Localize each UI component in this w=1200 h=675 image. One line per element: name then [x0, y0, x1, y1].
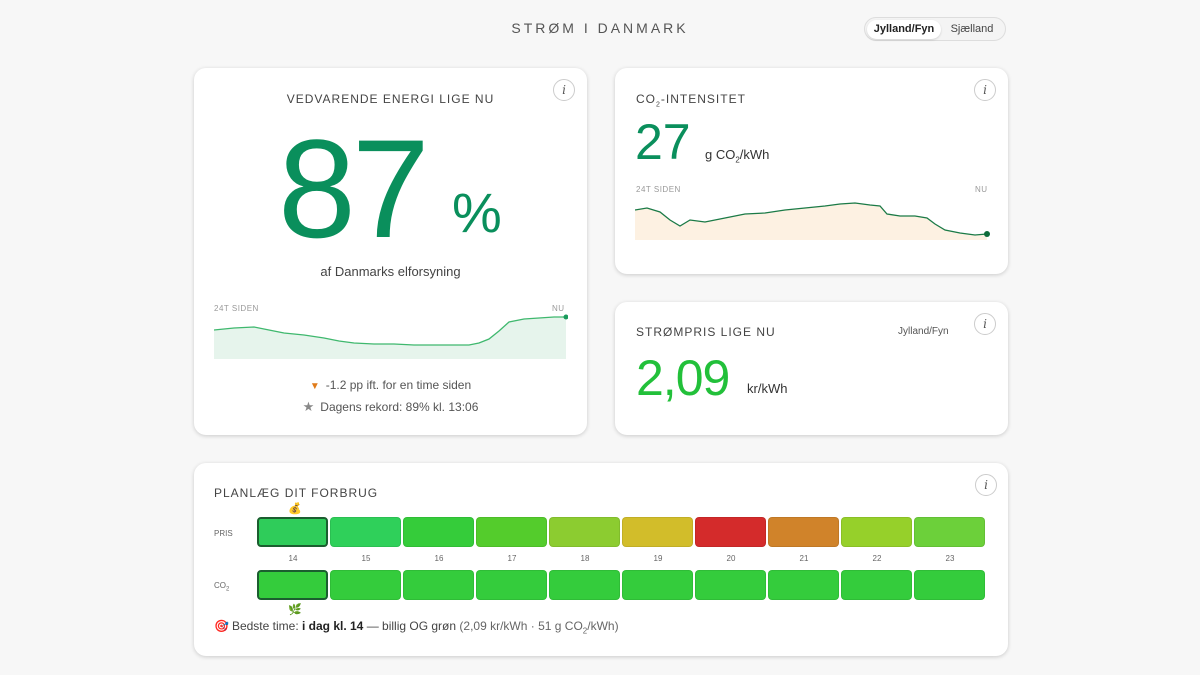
info-icon[interactable]: i — [553, 79, 575, 101]
co2-cell-14[interactable] — [257, 570, 328, 600]
chart-axis-start: 24T SIDEN — [214, 304, 259, 313]
co2-cell-17[interactable] — [476, 570, 547, 600]
price-cell-15[interactable] — [330, 517, 401, 547]
best-detail: (2,09 kr/kWh · 51 g CO2/kWh) — [459, 619, 619, 636]
electricity-price-card: i STRØMPRIS LIGE NU Jylland/Fyn 2,09 kr/… — [615, 302, 1008, 435]
region-option-jylland-fyn[interactable]: Jylland/Fyn — [867, 19, 941, 39]
hour-label-19: 19 — [653, 554, 663, 563]
renewable-sparkline — [214, 314, 568, 359]
best-desc: — billig OG grøn — [366, 619, 457, 633]
chart-axis-end: NU — [975, 185, 988, 194]
price-value: 2,09 — [636, 350, 730, 406]
change-text: -1.2 pp ift. for en time siden — [325, 378, 472, 392]
co2-cell-16[interactable] — [403, 570, 474, 600]
star-icon: ★ — [302, 399, 315, 414]
region-option-sjaelland[interactable]: Sjælland — [950, 22, 994, 35]
price-cell-14[interactable] — [257, 517, 328, 547]
best-hour-line: 🎯 Bedste time: i dag kl. 14 — billig OG g… — [214, 619, 619, 635]
best-when: i dag kl. 14 — [302, 619, 364, 633]
co2-cell-18[interactable] — [549, 570, 620, 600]
co2-sparkline-line — [635, 202, 988, 236]
price-cell-16[interactable] — [403, 517, 474, 547]
money-bag-icon: 💰 — [288, 503, 302, 515]
change-line: ▼ -1.2 pp ift. for en time siden — [194, 378, 587, 392]
hour-label-23: 23 — [945, 554, 955, 563]
hour-label-14: 14 — [288, 554, 298, 563]
co2-cell-20[interactable] — [695, 570, 766, 600]
hour-label-21: 21 — [799, 554, 809, 563]
info-icon[interactable]: i — [975, 474, 997, 496]
down-triangle-icon: ▼ — [309, 381, 320, 392]
renewable-unit: % — [452, 181, 502, 244]
record-line: ★ Dagens rekord: 89% kl. 13:06 — [194, 399, 587, 415]
hour-label-15: 15 — [361, 554, 371, 563]
record-text: Dagens rekord: 89% kl. 13:06 — [320, 400, 479, 414]
row-label-price: PRIS — [214, 529, 233, 538]
price-cell-19[interactable] — [622, 517, 693, 547]
hour-label-20: 20 — [726, 554, 736, 563]
renewable-value: 87 — [278, 110, 430, 267]
co2-value: 27 — [635, 114, 691, 170]
renewable-sparkline-area — [214, 317, 566, 359]
herb-icon: 🌿 — [288, 604, 302, 616]
hour-label-22: 22 — [872, 554, 882, 563]
hour-label-16: 16 — [434, 554, 444, 563]
co2-sparkline — [635, 202, 990, 240]
renewable-sparkline-current-point — [563, 314, 568, 320]
best-label: Bedste time: — [231, 619, 299, 633]
info-icon[interactable]: i — [974, 313, 996, 335]
co2-cell-23[interactable] — [914, 570, 985, 600]
price-cell-17[interactable] — [476, 517, 547, 547]
renewable-energy-card: i VEDVARENDE ENERGI LIGE NU 87 % af Danm… — [194, 68, 587, 435]
renewable-sparkline-line — [214, 316, 566, 346]
renewable-heading: VEDVARENDE ENERGI LIGE NU — [286, 92, 495, 106]
row-label-co2: CO2 — [214, 581, 230, 593]
price-cell-21[interactable] — [768, 517, 839, 547]
price-cell-22[interactable] — [841, 517, 912, 547]
region-toggle[interactable]: Jylland/Fyn Sjælland — [864, 17, 1006, 41]
hour-label-18: 18 — [580, 554, 590, 563]
chart-axis-start: 24T SIDEN — [636, 185, 681, 194]
co2-cell-15[interactable] — [330, 570, 401, 600]
renewable-subline: af Danmarks elforsyning — [320, 264, 461, 279]
co2-cell-22[interactable] — [841, 570, 912, 600]
info-icon[interactable]: i — [974, 79, 996, 101]
chart-axis-end: NU — [552, 304, 565, 313]
co2-sparkline-area — [635, 203, 987, 240]
target-icon: 🎯 — [214, 619, 229, 633]
co2-cell-19[interactable] — [622, 570, 693, 600]
co2-intensity-card: i CO2-INTENSITET 27 g CO2/kWh 24T SIDEN … — [615, 68, 1008, 274]
hour-label-17: 17 — [507, 554, 517, 563]
price-cell-23[interactable] — [914, 517, 985, 547]
price-unit: kr/kWh — [747, 381, 788, 396]
plan-heading: PLANLÆG DIT FORBRUG — [214, 486, 379, 500]
co2-cell-21[interactable] — [768, 570, 839, 600]
plan-consumption-card: i PLANLÆG DIT FORBRUG 💰 PRIS CO2 🌿 🎯 Beds… — [194, 463, 1008, 656]
price-region-label: Jylland/Fyn — [898, 326, 949, 337]
co2-unit: g CO2/kWh — [705, 147, 770, 165]
co2-heading: CO2-INTENSITET — [636, 92, 746, 109]
price-cell-20[interactable] — [695, 517, 766, 547]
page-title: STRØM I DANMARK — [511, 20, 689, 36]
co2-sparkline-current-point — [984, 231, 990, 237]
price-heading: STRØMPRIS LIGE NU — [636, 325, 776, 339]
price-cell-18[interactable] — [549, 517, 620, 547]
